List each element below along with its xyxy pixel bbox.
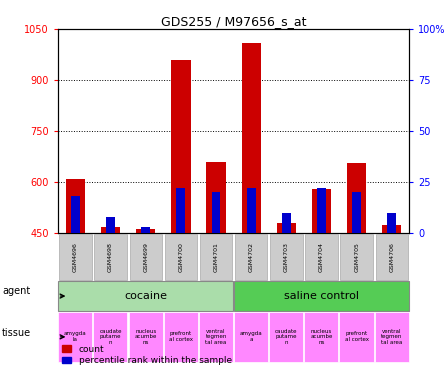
FancyBboxPatch shape [305,234,338,280]
FancyBboxPatch shape [269,312,303,362]
Text: GSM4705: GSM4705 [354,242,359,272]
FancyBboxPatch shape [234,312,268,362]
FancyBboxPatch shape [59,234,92,280]
Bar [136,229,155,233]
Bar [106,217,115,233]
FancyBboxPatch shape [340,234,373,280]
FancyBboxPatch shape [235,234,267,280]
FancyBboxPatch shape [94,234,127,280]
Title: GDS255 / M97656_s_at: GDS255 / M97656_s_at [161,15,306,28]
FancyBboxPatch shape [129,312,162,362]
Bar [101,227,120,233]
Bar [242,43,261,233]
Bar [282,213,291,233]
FancyBboxPatch shape [340,312,373,362]
Bar [347,163,366,233]
FancyBboxPatch shape [58,312,92,362]
FancyBboxPatch shape [234,281,409,311]
Text: GSM4706: GSM4706 [389,242,394,272]
Text: GSM4704: GSM4704 [319,242,324,272]
FancyBboxPatch shape [200,234,232,280]
Text: tissue: tissue [2,328,31,338]
Text: GSM4703: GSM4703 [284,242,289,272]
Text: saline control: saline control [284,291,359,301]
Bar [142,227,150,233]
Bar [317,188,326,233]
Bar [206,162,226,233]
Text: GSM4700: GSM4700 [178,242,183,272]
Text: amygda
la: amygda la [64,332,87,342]
Text: GSM4699: GSM4699 [143,242,148,272]
Bar [66,179,85,233]
FancyBboxPatch shape [270,234,303,280]
Text: amygda
a: amygda a [240,332,263,342]
Text: ventral
tegmen
tal area: ventral tegmen tal area [381,329,403,345]
FancyBboxPatch shape [165,234,197,280]
Bar [247,188,255,233]
Text: GSM4696: GSM4696 [73,242,78,272]
Bar [312,189,331,233]
FancyBboxPatch shape [129,234,162,280]
FancyBboxPatch shape [375,312,409,362]
Bar [277,223,296,233]
FancyBboxPatch shape [304,312,338,362]
Bar [171,60,190,233]
FancyBboxPatch shape [199,312,233,362]
Text: GSM4702: GSM4702 [249,242,254,272]
Text: caudate
putame
n: caudate putame n [275,329,298,345]
Text: prefront
al cortex: prefront al cortex [345,332,368,342]
Bar [177,188,185,233]
Bar [212,193,220,233]
Text: cocaine: cocaine [124,291,167,301]
Bar [71,197,80,233]
FancyBboxPatch shape [376,234,408,280]
Bar [382,225,401,233]
Text: GSM4701: GSM4701 [214,242,218,272]
FancyBboxPatch shape [93,312,127,362]
Text: caudate
putame
n: caudate putame n [99,329,122,345]
Text: ventral
tegmen
tal area: ventral tegmen tal area [205,329,227,345]
Text: GSM4698: GSM4698 [108,242,113,272]
Legend: count, percentile rank within the sample: count, percentile rank within the sample [62,345,232,365]
FancyBboxPatch shape [58,281,233,311]
Text: nucleus
acumbe
ns: nucleus acumbe ns [310,329,333,345]
Bar [352,193,361,233]
Bar [388,213,396,233]
Text: nucleus
acumbe
ns: nucleus acumbe ns [134,329,157,345]
Text: agent: agent [2,286,30,296]
FancyBboxPatch shape [164,312,198,362]
Text: prefront
al cortex: prefront al cortex [169,332,193,342]
